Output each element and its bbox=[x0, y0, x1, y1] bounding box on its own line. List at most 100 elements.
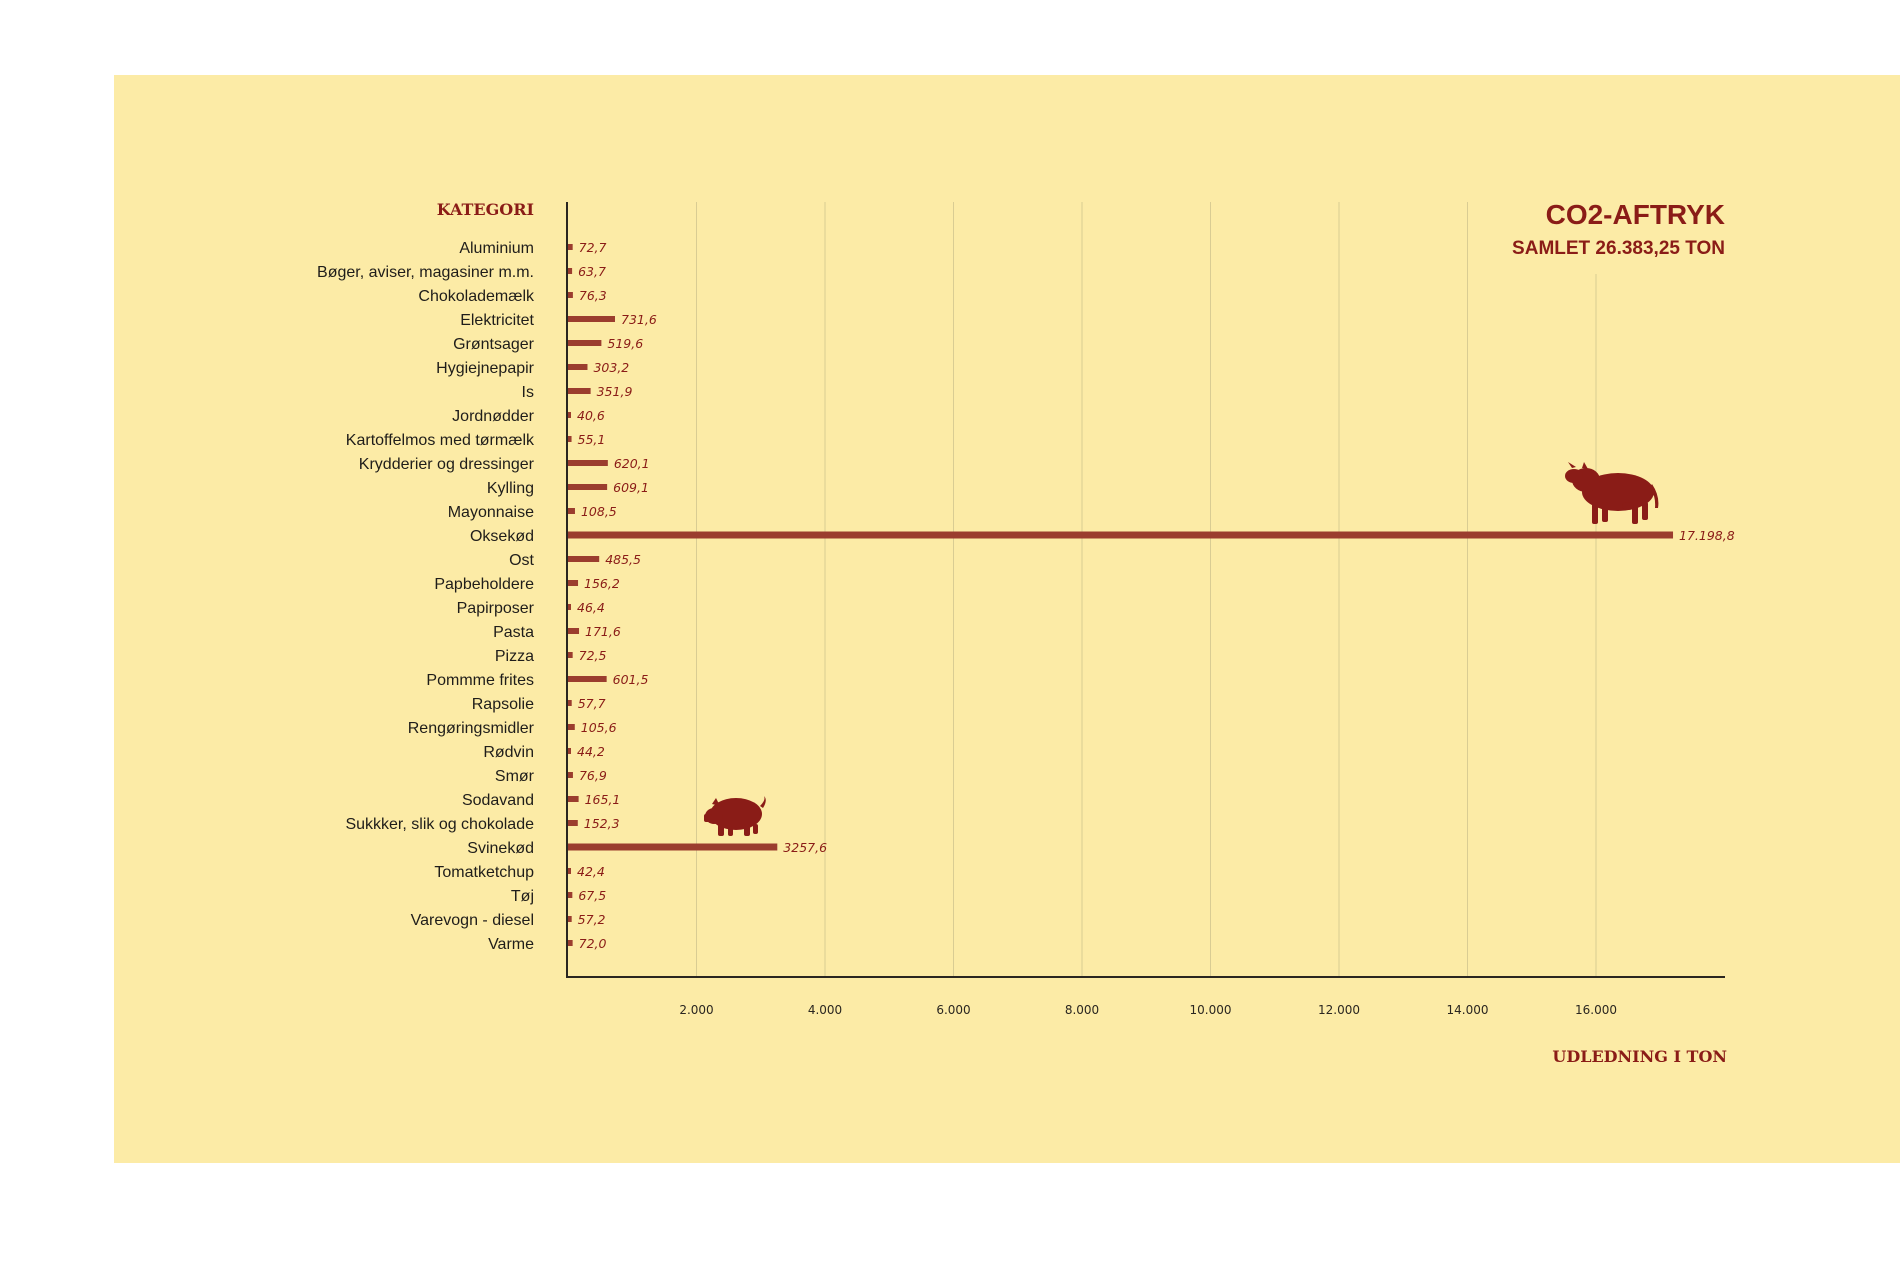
bar bbox=[568, 388, 591, 394]
category-labels: Aluminium Bøger, aviser, magasiner m.m. Ch… bbox=[317, 240, 535, 953]
value-label: 63,7 bbox=[578, 264, 606, 279]
bar bbox=[568, 843, 778, 851]
category-label: Pasta bbox=[493, 624, 534, 641]
category-label: Hygiejnepapir bbox=[436, 360, 535, 377]
bar bbox=[568, 316, 616, 322]
chart-panel bbox=[114, 75, 1900, 1163]
value-label: 76,3 bbox=[579, 288, 607, 303]
value-label: 303,2 bbox=[593, 360, 629, 375]
value-label: 609,1 bbox=[613, 480, 649, 495]
value-label: 165,1 bbox=[585, 792, 621, 807]
category-label: Is bbox=[522, 384, 534, 401]
bar bbox=[568, 484, 608, 490]
x-tick-label: 16.000 bbox=[1575, 1003, 1617, 1017]
bar bbox=[568, 676, 607, 682]
x-tick-label: 4.000 bbox=[808, 1003, 842, 1017]
bar bbox=[568, 244, 573, 250]
bar bbox=[568, 772, 573, 778]
category-label: Rapsolie bbox=[472, 696, 534, 713]
bar bbox=[568, 652, 573, 658]
bar bbox=[568, 940, 573, 946]
value-label: 44,2 bbox=[577, 744, 605, 759]
value-label: 57,7 bbox=[578, 696, 606, 711]
bars bbox=[568, 244, 1674, 946]
bar bbox=[568, 580, 579, 586]
bar bbox=[568, 531, 1674, 539]
category-label: Papirposer bbox=[457, 600, 535, 617]
bar bbox=[568, 364, 588, 370]
value-label: 72,5 bbox=[579, 648, 607, 663]
category-label: Elektricitet bbox=[460, 312, 534, 329]
category-label: Papbeholdere bbox=[434, 576, 534, 593]
chart-subtitle: SAMLET 26.383,25 TON bbox=[1512, 238, 1725, 259]
category-label: Ost bbox=[509, 552, 534, 569]
value-label: 601,5 bbox=[613, 672, 649, 687]
value-label: 42,4 bbox=[577, 864, 605, 879]
bar bbox=[568, 412, 571, 418]
category-label: Pommme frites bbox=[426, 672, 534, 689]
category-label: Jordnødder bbox=[452, 408, 534, 425]
gridlines bbox=[696, 202, 1597, 976]
value-label: 108,5 bbox=[581, 504, 617, 519]
bar bbox=[568, 796, 579, 802]
chart-title: CO2-AFTRYK bbox=[1546, 199, 1725, 230]
value-label: 156,2 bbox=[584, 576, 620, 591]
x-tick-labels: 2.000 4.000 6.000 8.000 10.000 12.000 14.000 16… bbox=[679, 1003, 1617, 1017]
x-tick-label: 12.000 bbox=[1318, 1003, 1360, 1017]
category-label: Grøntsager bbox=[453, 336, 535, 353]
value-label: 3257,6 bbox=[783, 840, 827, 855]
category-label: Oksekød bbox=[470, 528, 534, 545]
category-label: Sukkker, slik og chokolade bbox=[345, 816, 534, 833]
category-label: Varevogn - diesel bbox=[411, 912, 534, 929]
x-axis-label: UDLEDNING I TON bbox=[1552, 1047, 1727, 1066]
bar bbox=[568, 724, 575, 730]
value-label: 40,6 bbox=[577, 408, 605, 423]
value-labels: 72,7 63,7 76,3 731,6 519,6 303,2 351,9 40,6 55,1… bbox=[577, 240, 1735, 951]
x-tick-label: 8.000 bbox=[1065, 1003, 1099, 1017]
category-label: Kylling bbox=[487, 480, 534, 497]
value-label: 105,6 bbox=[581, 720, 617, 735]
bar bbox=[568, 604, 571, 610]
bar bbox=[568, 556, 600, 562]
x-tick-label: 6.000 bbox=[936, 1003, 970, 1017]
category-label: Rengøringsmidler bbox=[408, 720, 535, 737]
value-label: 72,7 bbox=[579, 240, 607, 255]
x-tick-label: 14.000 bbox=[1447, 1003, 1489, 1017]
category-label: Rødvin bbox=[483, 744, 534, 761]
cow-icon bbox=[1565, 462, 1659, 524]
bar bbox=[568, 340, 602, 346]
category-header: KATEGORI bbox=[437, 200, 534, 219]
category-label: Tomatketchup bbox=[434, 864, 534, 881]
category-label: Aluminium bbox=[459, 240, 534, 257]
bar bbox=[568, 820, 578, 826]
bar bbox=[568, 892, 573, 898]
value-label: 76,9 bbox=[579, 768, 607, 783]
category-label: Chokolademælk bbox=[418, 288, 535, 305]
value-label: 152,3 bbox=[584, 816, 620, 831]
category-label: Krydderier og dressinger bbox=[359, 456, 535, 473]
value-label: 731,6 bbox=[621, 312, 657, 327]
bar bbox=[568, 916, 572, 922]
bar bbox=[568, 748, 571, 754]
category-label: Mayonnaise bbox=[448, 504, 534, 521]
bar bbox=[568, 460, 608, 466]
value-label: 171,6 bbox=[585, 624, 621, 639]
pig-icon bbox=[704, 796, 766, 836]
x-tick-label: 10.000 bbox=[1190, 1003, 1232, 1017]
value-label: 519,6 bbox=[607, 336, 643, 351]
category-label: Varme bbox=[488, 936, 534, 953]
value-label: 57,2 bbox=[578, 912, 606, 927]
category-label: Kartoffelmos med tørmælk bbox=[346, 432, 535, 449]
x-tick-label: 2.000 bbox=[679, 1003, 713, 1017]
value-label: 485,5 bbox=[605, 552, 641, 567]
value-label: 55,1 bbox=[578, 432, 606, 447]
category-label: Bøger, aviser, magasiner m.m. bbox=[317, 264, 534, 281]
bar bbox=[568, 436, 572, 442]
bar bbox=[568, 868, 571, 874]
value-label: 67,5 bbox=[578, 888, 606, 903]
category-label: Tøj bbox=[511, 888, 534, 905]
value-label: 620,1 bbox=[614, 456, 650, 471]
value-label: 17.198,8 bbox=[1679, 528, 1735, 543]
category-label: Pizza bbox=[495, 648, 534, 665]
